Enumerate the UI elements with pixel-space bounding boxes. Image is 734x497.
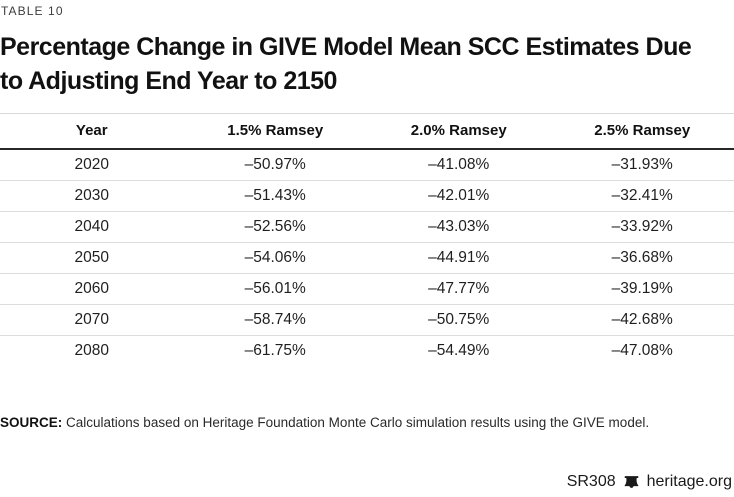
table-body: 2020 –50.97% –41.08% –31.93% 2030 –51.43… [0, 149, 734, 366]
value-cell: –52.56% [184, 211, 368, 242]
value-cell: –54.49% [367, 335, 551, 366]
year-cell: 2030 [0, 180, 184, 211]
footer: SR308 heritage.org [567, 473, 732, 491]
page-title-line-1: Percentage Change in GIVE Model Mean SCC… [0, 30, 734, 64]
table-row: 2060 –56.01% –47.77% –39.19% [0, 273, 734, 304]
value-cell: –51.43% [184, 180, 368, 211]
source-text: Calculations based on Heritage Foundatio… [62, 415, 649, 430]
value-cell: –42.68% [551, 304, 734, 335]
column-header-ramsey-1-5: 1.5% Ramsey [184, 114, 368, 150]
liberty-bell-icon [623, 474, 640, 491]
data-table: Year 1.5% Ramsey 2.0% Ramsey 2.5% Ramsey… [0, 113, 734, 366]
value-cell: –32.41% [551, 180, 734, 211]
value-cell: –31.93% [551, 149, 734, 180]
value-cell: –36.68% [551, 242, 734, 273]
value-cell: –61.75% [184, 335, 368, 366]
table-row: 2030 –51.43% –42.01% –32.41% [0, 180, 734, 211]
value-cell: –50.75% [367, 304, 551, 335]
value-cell: –42.01% [367, 180, 551, 211]
year-cell: 2060 [0, 273, 184, 304]
column-header-year: Year [0, 114, 184, 150]
value-cell: –47.08% [551, 335, 734, 366]
table-row: 2070 –58.74% –50.75% –42.68% [0, 304, 734, 335]
column-header-ramsey-2-5: 2.5% Ramsey [551, 114, 734, 150]
table-row: 2020 –50.97% –41.08% –31.93% [0, 149, 734, 180]
table-header-row: Year 1.5% Ramsey 2.0% Ramsey 2.5% Ramsey [0, 114, 734, 150]
page-title-line-2: to Adjusting End Year to 2150 [0, 64, 734, 98]
table-number-label: TABLE 10 [1, 4, 734, 18]
column-header-ramsey-2-0: 2.0% Ramsey [367, 114, 551, 150]
value-cell: –44.91% [367, 242, 551, 273]
table-row: 2040 –52.56% –43.03% –33.92% [0, 211, 734, 242]
year-cell: 2020 [0, 149, 184, 180]
table-row: 2050 –54.06% –44.91% –36.68% [0, 242, 734, 273]
value-cell: –50.97% [184, 149, 368, 180]
value-cell: –58.74% [184, 304, 368, 335]
source-label: SOURCE: [0, 415, 62, 430]
source-note: SOURCE: Calculations based on Heritage F… [0, 414, 734, 431]
table-row: 2080 –61.75% –54.49% –47.08% [0, 335, 734, 366]
report-id: SR308 [567, 473, 616, 491]
year-cell: 2040 [0, 211, 184, 242]
report-table-page: TABLE 10 Percentage Change in GIVE Model… [0, 4, 734, 497]
value-cell: –43.03% [367, 211, 551, 242]
value-cell: –56.01% [184, 273, 368, 304]
value-cell: –47.77% [367, 273, 551, 304]
year-cell: 2080 [0, 335, 184, 366]
page-title: Percentage Change in GIVE Model Mean SCC… [0, 30, 734, 98]
year-cell: 2070 [0, 304, 184, 335]
value-cell: –39.19% [551, 273, 734, 304]
site-name: heritage.org [647, 473, 732, 491]
value-cell: –33.92% [551, 211, 734, 242]
table-header: Year 1.5% Ramsey 2.0% Ramsey 2.5% Ramsey [0, 114, 734, 150]
value-cell: –54.06% [184, 242, 368, 273]
year-cell: 2050 [0, 242, 184, 273]
value-cell: –41.08% [367, 149, 551, 180]
